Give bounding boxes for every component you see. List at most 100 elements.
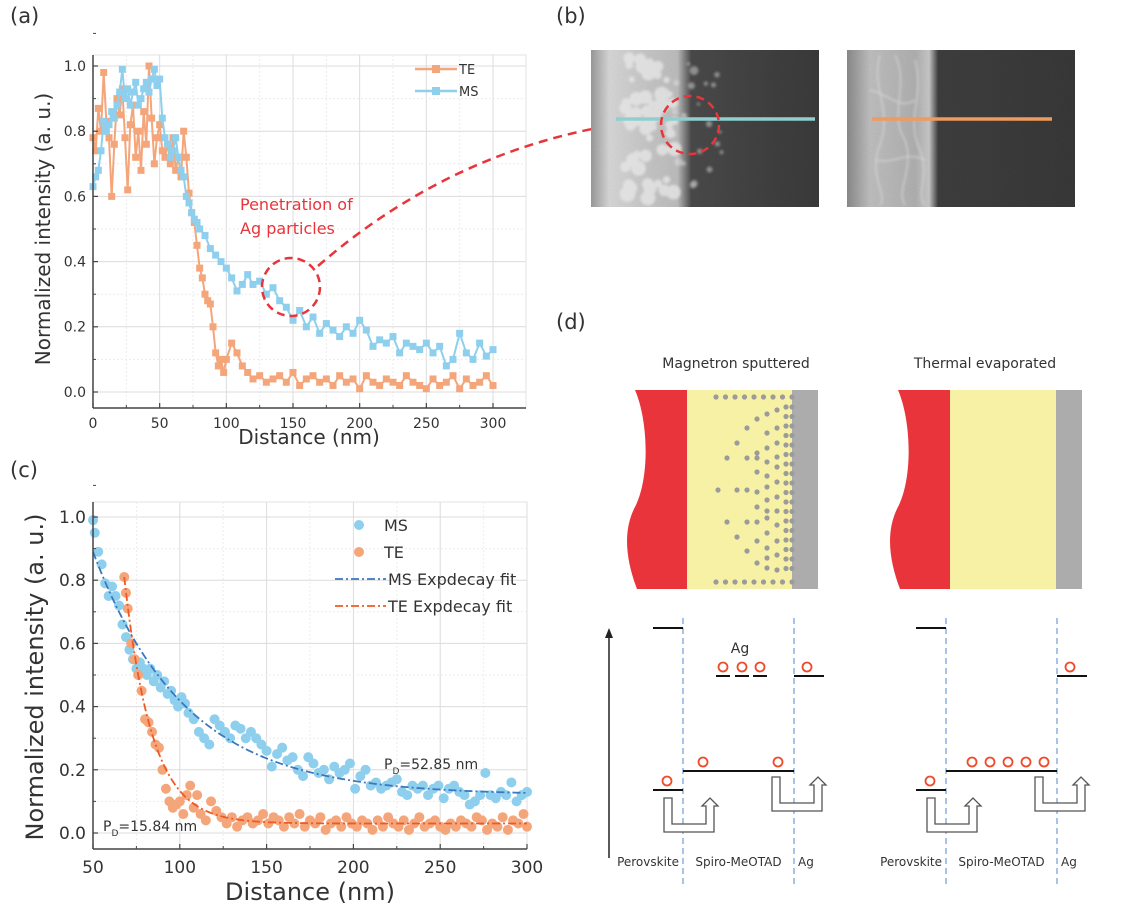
data-point-ms xyxy=(116,88,124,96)
data-point-te xyxy=(140,108,148,116)
data-point-ms xyxy=(256,277,264,285)
data-point-te xyxy=(409,378,417,386)
data-point-te xyxy=(322,375,330,383)
ag-particle-dot xyxy=(774,407,780,413)
data-point-te xyxy=(185,780,196,791)
data-point-ms xyxy=(110,114,118,122)
data-point-ms xyxy=(244,271,252,279)
data-point-te xyxy=(134,127,142,135)
chart-c-legend: MS TE MS Expdecay fit TE Expdecay fit xyxy=(335,516,516,616)
sem-particle xyxy=(673,79,680,86)
data-point-te xyxy=(376,381,384,389)
data-point-ms xyxy=(121,95,129,103)
ag-particle-dot xyxy=(789,451,795,458)
data-point-te xyxy=(108,192,116,200)
data-point-ms xyxy=(318,764,329,775)
data-point-te xyxy=(161,153,169,161)
ag-particle-dot xyxy=(754,455,760,461)
ag-particle-dot xyxy=(774,425,780,431)
sem-particle xyxy=(714,141,721,147)
ag-particle-dot xyxy=(764,515,770,521)
legend-label-te: TE xyxy=(458,63,475,78)
data-point-ms xyxy=(124,85,132,93)
ag-particle-dot xyxy=(764,430,770,436)
data-point-te xyxy=(209,323,217,331)
data-point-te xyxy=(206,300,214,308)
legend-label-te-expdecay-fit: TE Expdecay fit xyxy=(387,597,512,616)
data-point-ms xyxy=(298,771,309,782)
data-point-te xyxy=(362,372,370,380)
sem-particle xyxy=(705,120,713,128)
data-point-te xyxy=(469,381,477,389)
data-point-ms xyxy=(145,88,153,96)
data-point-ms xyxy=(402,339,410,347)
data-point-ms xyxy=(166,153,174,161)
sem-particle xyxy=(671,132,676,138)
ag-particle-dot xyxy=(754,489,760,495)
ag-particle-dot xyxy=(764,555,770,561)
ag-particle-dot xyxy=(715,487,721,493)
ag-particle-dot xyxy=(744,425,750,431)
data-point-te xyxy=(442,378,450,386)
data-point-te xyxy=(414,812,425,823)
data-point-ms xyxy=(269,284,277,292)
data-point-ms xyxy=(156,75,164,83)
data-point-ms xyxy=(134,101,142,109)
data-point-te xyxy=(482,372,490,380)
data-point-te xyxy=(238,362,246,370)
ag-particle-dot xyxy=(783,480,789,486)
ag-particle-dot xyxy=(789,432,795,439)
chart-c-pd-te: PD=15.84 nm xyxy=(103,819,197,839)
ag-particle-dot xyxy=(764,459,770,465)
x-tick-label: 0 xyxy=(89,416,98,432)
ag-particle-dot xyxy=(770,394,776,400)
fit-line-ms-expdecay-fit xyxy=(92,551,528,794)
sem-particle xyxy=(697,148,703,154)
data-point-te xyxy=(518,809,529,820)
chart-c-pd-ms: PD=52.85 nm xyxy=(384,757,478,777)
data-point-ms xyxy=(142,78,150,86)
ag-particle-dot xyxy=(779,394,786,400)
ag-states-label: Ag xyxy=(731,641,749,657)
data-point-te xyxy=(201,290,209,298)
data-point-te xyxy=(276,372,284,380)
data-point-te xyxy=(244,368,252,376)
data-point-te xyxy=(126,121,134,129)
ag-particle-dot xyxy=(744,487,750,493)
band-label: Perovskite xyxy=(617,855,679,869)
device-schematic: Magnetron sputtered Thermal evaporated A… xyxy=(605,356,1091,885)
sem-particle xyxy=(634,53,647,66)
data-point-ms xyxy=(382,339,390,347)
legend-label-ms: MS xyxy=(459,85,478,100)
band-label: Ag xyxy=(1061,855,1077,869)
y-tick-label: 0.6 xyxy=(64,189,86,205)
ag-particle-dot xyxy=(783,537,789,543)
data-point-te xyxy=(148,114,156,122)
data-point-te xyxy=(289,818,300,829)
data-point-ms xyxy=(196,225,204,233)
ag-particle-dot xyxy=(754,560,760,566)
data-point-te xyxy=(258,809,269,820)
data-point-ms xyxy=(118,65,126,73)
data-point-ms xyxy=(102,127,110,135)
sem-particle xyxy=(665,120,674,129)
band-label: Ag xyxy=(798,855,814,869)
legend-label-ms-expdecay-fit: MS Expdecay fit xyxy=(388,570,516,589)
sem-particle xyxy=(674,157,683,167)
chart-c-axes: 50 100 150 200 250 300 0.0 0.2 0.4 0.6 0.8 1.0 xyxy=(59,484,543,878)
chart-a-annotation-circle xyxy=(260,256,322,318)
data-point-te xyxy=(416,381,424,389)
ag-particle-dot xyxy=(764,545,770,551)
hole-icon xyxy=(924,775,936,787)
ag-particle-dot xyxy=(774,552,780,558)
data-point-ms xyxy=(389,333,397,341)
data-point-te xyxy=(122,603,133,614)
data-point-te xyxy=(309,372,317,380)
ag-particle-dot xyxy=(713,579,719,585)
ag-particle-dot xyxy=(783,489,789,496)
sem-particle xyxy=(686,62,691,66)
ag-particle-dot xyxy=(744,519,750,525)
sem-particle xyxy=(625,61,634,70)
ag-particle-dot xyxy=(774,508,780,514)
